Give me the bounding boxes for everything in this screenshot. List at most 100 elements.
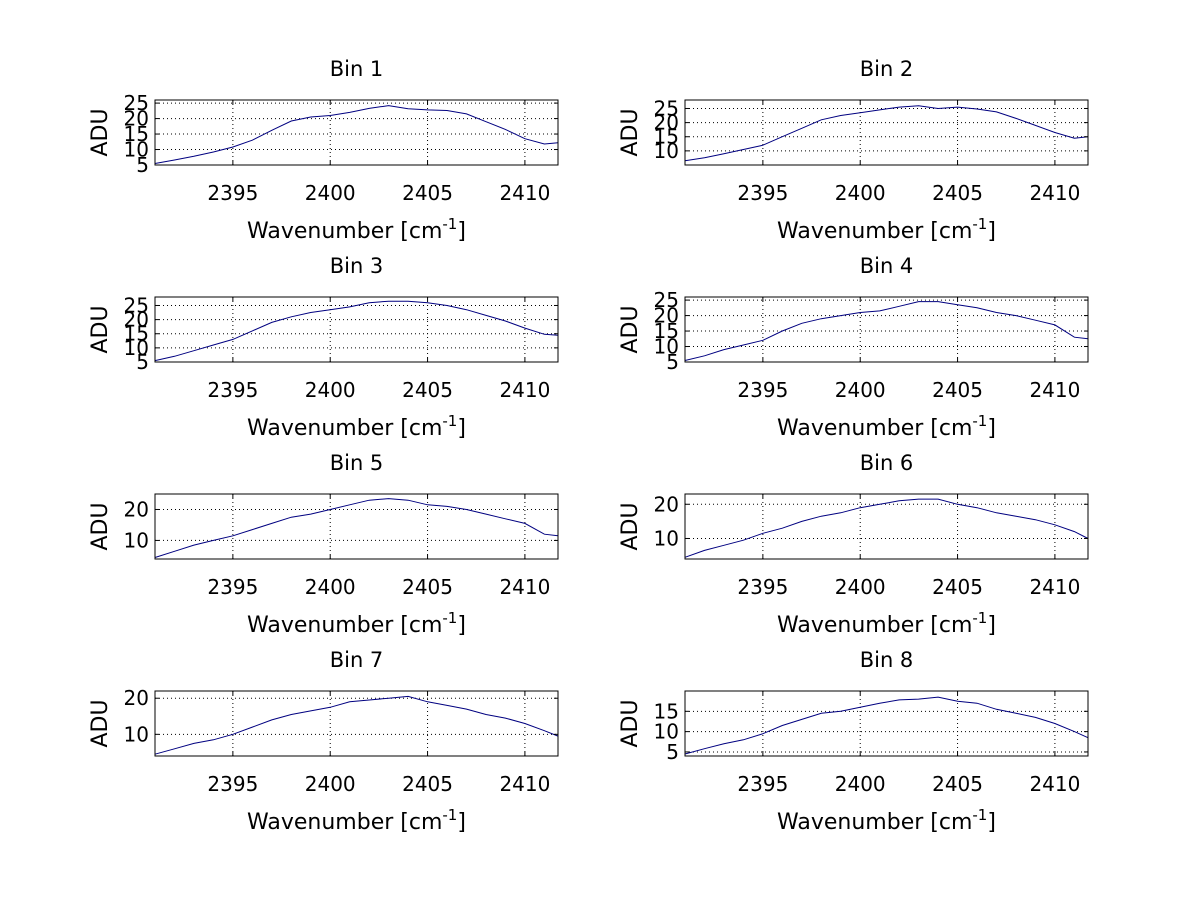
- y-tick-label: 10: [124, 336, 149, 360]
- y-axis-label: ADU: [618, 699, 643, 747]
- y-tick-label: 20: [654, 111, 679, 135]
- x-tick-label: 2405: [402, 772, 453, 796]
- subplot-7: 2395 2400 2405 2410 10 20 Bin 7 Wavenumber [cm-…: [88, 648, 559, 835]
- y-tick-label: 20: [654, 304, 679, 328]
- subplot-title: Bin 4: [860, 254, 914, 278]
- x-tick-label: 2405: [402, 181, 453, 205]
- x-tick-label: 2405: [932, 181, 983, 205]
- series-line: [154, 498, 559, 558]
- x-axis-label: Wavenumber [cm-1]: [777, 215, 996, 244]
- subplot-title: Bin 1: [330, 57, 384, 81]
- x-tick-label: 2410: [499, 378, 550, 402]
- y-tick-label: 25: [124, 91, 149, 115]
- x-tick-label: 2395: [207, 772, 258, 796]
- y-tick-label: 5: [666, 740, 679, 764]
- axes-box: [684, 690, 1089, 757]
- series-line: [684, 301, 1089, 361]
- y-tick-label: 10: [654, 526, 679, 550]
- x-tick-label: 2400: [835, 575, 886, 599]
- y-tick-label: 20: [654, 492, 679, 516]
- y-axis-label: ADU: [88, 305, 113, 353]
- y-axis-label: ADU: [618, 108, 643, 156]
- x-tick-label: 2395: [737, 181, 788, 205]
- y-axis-label: ADU: [88, 699, 113, 747]
- y-axis-label: ADU: [88, 502, 113, 550]
- series-line: [154, 300, 559, 362]
- x-axis-label: Wavenumber [cm-1]: [777, 609, 996, 638]
- y-tick-label: 10: [654, 720, 679, 744]
- axes-box: [684, 296, 1089, 363]
- x-tick-label: 2395: [737, 378, 788, 402]
- x-tick-label: 2410: [1029, 181, 1080, 205]
- x-axis-label: Wavenumber [cm-1]: [247, 215, 466, 244]
- x-tick-label: 2405: [402, 575, 453, 599]
- x-tick-label: 2400: [835, 378, 886, 402]
- subplot-title: Bin 2: [860, 57, 914, 81]
- x-tick-label: 2395: [737, 575, 788, 599]
- subplot-title: Bin 8: [860, 648, 914, 672]
- y-tick-label: 20: [124, 497, 149, 521]
- y-tick-label: 25: [654, 288, 679, 312]
- series-line: [684, 696, 1089, 755]
- y-tick-label: 5: [136, 153, 149, 177]
- y-tick-label: 25: [124, 293, 149, 317]
- subplot-title: Bin 7: [330, 648, 384, 672]
- x-axis-label: Wavenumber [cm-1]: [247, 609, 466, 638]
- y-axis-label: ADU: [618, 502, 643, 550]
- y-tick-label: 5: [136, 350, 149, 374]
- x-tick-label: 2410: [1029, 575, 1080, 599]
- x-tick-label: 2400: [835, 772, 886, 796]
- axes-box: [154, 690, 559, 757]
- subplot-5: 2395 2400 2405 2410 10 20 Bin 5 Wavenumber [cm-…: [88, 451, 559, 638]
- y-tick-label: 10: [124, 528, 149, 552]
- x-tick-label: 2410: [499, 575, 550, 599]
- y-tick-label: 15: [124, 122, 149, 146]
- y-axis-label: ADU: [618, 305, 643, 353]
- x-tick-label: 2405: [402, 378, 453, 402]
- series-line: [684, 498, 1089, 558]
- subplot-title: Bin 5: [330, 451, 384, 475]
- x-tick-label: 2400: [305, 378, 356, 402]
- x-tick-label: 2410: [1029, 772, 1080, 796]
- series-line: [154, 695, 559, 755]
- y-tick-label: 15: [654, 125, 679, 149]
- y-tick-label: 10: [654, 335, 679, 359]
- series-line: [684, 105, 1089, 162]
- axes-box: [154, 493, 559, 560]
- x-tick-label: 2395: [207, 181, 258, 205]
- x-axis-label: Wavenumber [cm-1]: [777, 412, 996, 441]
- x-tick-label: 2405: [932, 378, 983, 402]
- x-axis-label: Wavenumber [cm-1]: [777, 806, 996, 835]
- x-tick-label: 2410: [499, 772, 550, 796]
- x-tick-label: 2395: [207, 378, 258, 402]
- subplot-6: 2395 2400 2405 2410 10 20 Bin 6 Wavenumber [cm-…: [618, 451, 1089, 638]
- x-tick-label: 2400: [835, 181, 886, 205]
- x-tick-label: 2405: [932, 575, 983, 599]
- series-line: [154, 105, 559, 164]
- x-tick-label: 2400: [305, 772, 356, 796]
- axes-box: [684, 99, 1089, 166]
- x-tick-label: 2410: [1029, 378, 1080, 402]
- y-tick-label: 10: [654, 139, 679, 163]
- y-tick-label: 20: [124, 107, 149, 131]
- y-tick-label: 10: [124, 138, 149, 162]
- x-tick-label: 2395: [207, 575, 258, 599]
- x-tick-label: 2410: [499, 181, 550, 205]
- axes-box: [154, 99, 559, 166]
- x-tick-label: 2400: [305, 575, 356, 599]
- y-tick-label: 20: [124, 308, 149, 332]
- x-axis-label: Wavenumber [cm-1]: [247, 806, 466, 835]
- axes-box: [684, 493, 1089, 560]
- y-tick-label: 20: [124, 686, 149, 710]
- x-tick-label: 2395: [737, 772, 788, 796]
- x-tick-label: 2405: [932, 772, 983, 796]
- y-tick-label: 15: [654, 319, 679, 343]
- x-tick-label: 2400: [305, 181, 356, 205]
- y-axis-label: ADU: [88, 108, 113, 156]
